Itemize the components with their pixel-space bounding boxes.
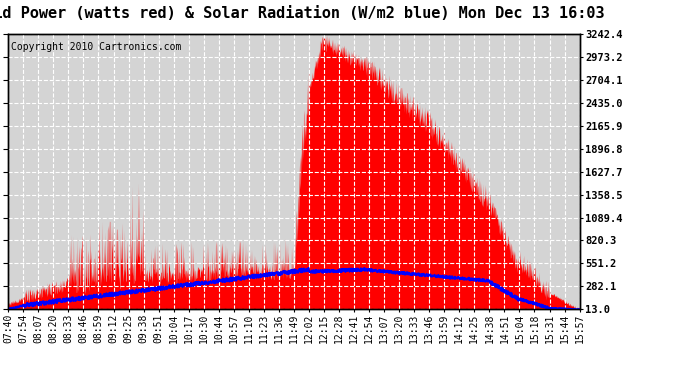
Text: Grid Power (watts red) & Solar Radiation (W/m2 blue) Mon Dec 13 16:03: Grid Power (watts red) & Solar Radiation… xyxy=(0,6,604,21)
Text: Copyright 2010 Cartronics.com: Copyright 2010 Cartronics.com xyxy=(11,42,181,52)
